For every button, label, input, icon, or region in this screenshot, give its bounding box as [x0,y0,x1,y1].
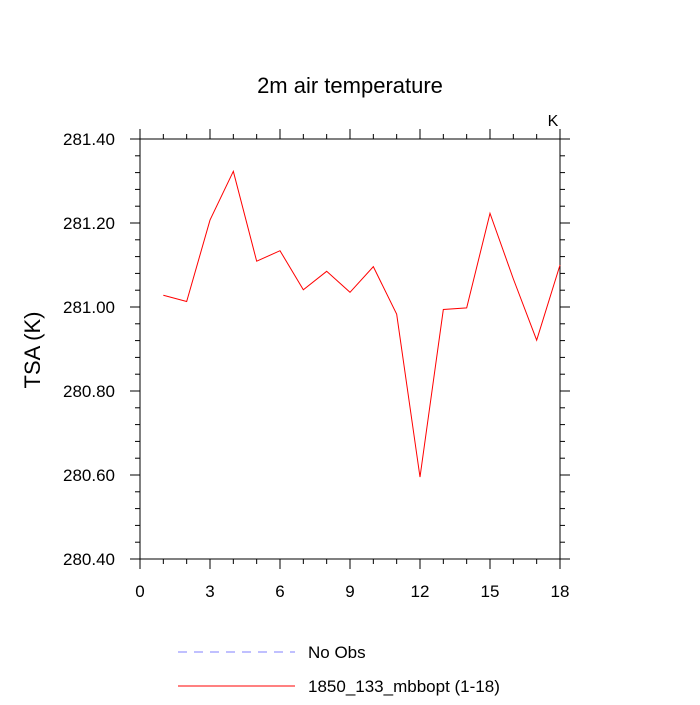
y-tick-label: 280.40 [63,550,115,569]
y-tick-label: 280.80 [63,382,115,401]
y-tick-label: 281.40 [63,130,115,149]
plot-frame [139,138,561,560]
y-tick-label: 281.00 [63,298,115,317]
y-axis-label: TSA (K) [20,311,45,388]
x-tick-label: 6 [275,582,284,601]
units-label: K [548,113,559,130]
series-group [163,169,561,478]
y-tick-label: 280.60 [63,466,115,485]
legend-label: 1850_133_mbbopt (1-18) [308,677,500,696]
x-tick-label: 0 [135,582,144,601]
y-tick-label: 281.20 [63,214,115,233]
chart-title: 2m air temperature [257,73,443,98]
x-tick-label: 15 [481,582,500,601]
x-tick-label: 18 [551,582,570,601]
x-tick-label: 3 [205,582,214,601]
legend: No Obs 1850_133_mbbopt (1-18) [178,643,500,696]
series-line [163,169,561,478]
x-tick-label: 12 [411,582,430,601]
axes: 0 3 6 9 12 15 18 280.40 280.60 280.80 281.00 281.20… [63,129,570,601]
legend-label: No Obs [308,643,366,662]
x-tick-label: 9 [345,582,354,601]
